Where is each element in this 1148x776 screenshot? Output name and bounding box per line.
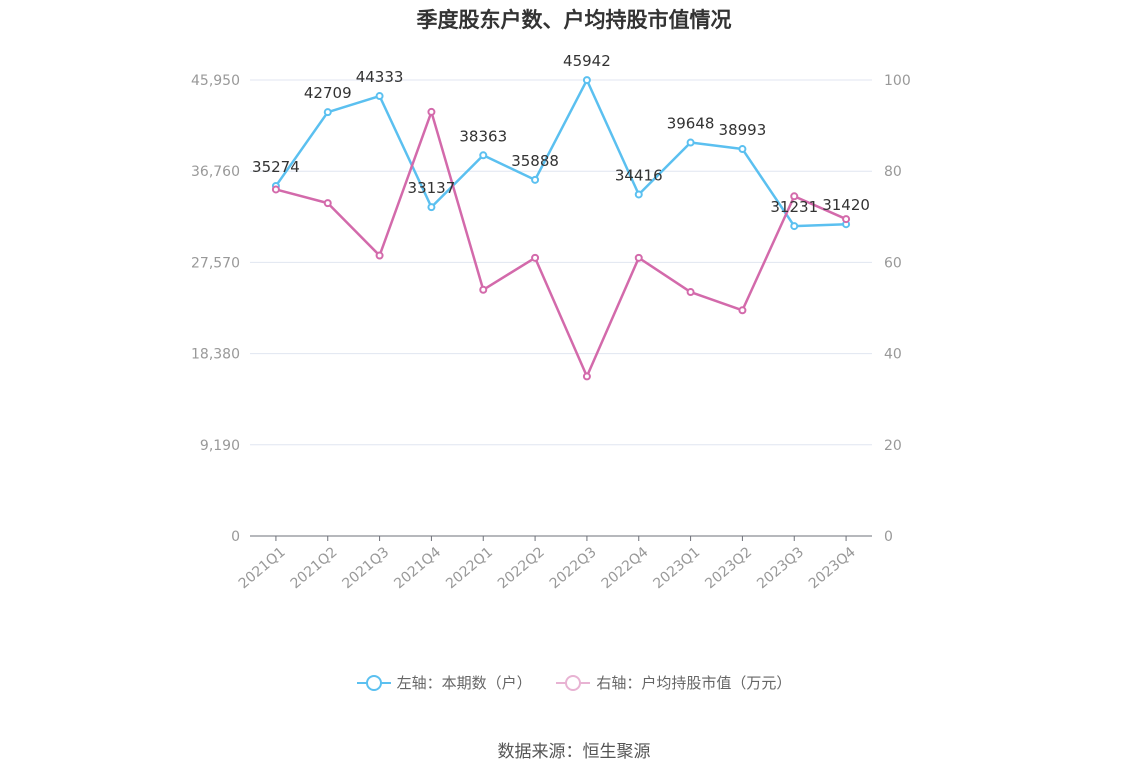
x-tick-label: 2021Q4	[391, 544, 444, 592]
data-point[interactable]	[479, 151, 488, 160]
x-tick-label: 2021Q3	[339, 544, 392, 592]
left-axis-tick-label: 27,570	[191, 255, 240, 271]
left-axis-tick-label: 36,760	[191, 164, 240, 180]
data-point[interactable]	[842, 215, 851, 224]
x-tick-label: 2021Q2	[288, 544, 341, 592]
data-point[interactable]	[582, 76, 591, 85]
data-point[interactable]	[479, 285, 488, 294]
legend-item-households[interactable]: 左轴：本期数（户）	[356, 672, 532, 693]
left-axis-tick-label: 9,190	[200, 438, 240, 454]
data-point[interactable]	[375, 92, 384, 101]
left-axis-tick-label: 45,950	[191, 73, 240, 89]
data-point[interactable]	[323, 108, 332, 117]
data-point[interactable]	[790, 222, 799, 231]
data-label: 31231	[770, 198, 818, 216]
left-axis-tick-label: 0	[231, 529, 240, 545]
left-axis-tick-label: 18,380	[191, 347, 240, 363]
x-tick-label: 2022Q2	[495, 544, 548, 592]
series-lines	[271, 76, 851, 381]
data-point[interactable]	[634, 190, 643, 199]
right-axis-tick-label: 80	[884, 164, 902, 180]
legend: 左轴：本期数（户） 右轴：户均持股市值（万元）	[0, 672, 1148, 696]
grid-lines	[250, 79, 872, 446]
x-tick-label: 2022Q3	[547, 544, 600, 592]
right-axis-tick-label: 20	[884, 438, 902, 454]
data-label: 33137	[408, 179, 456, 197]
data-point[interactable]	[531, 175, 540, 184]
legend-label: 左轴：本期数（户）	[396, 674, 532, 692]
data-point[interactable]	[686, 138, 695, 147]
data-label: 35274	[252, 158, 300, 176]
data-label: 31420	[822, 196, 870, 214]
legend-item-avg-value[interactable]: 右轴：户均持股市值（万元）	[556, 672, 791, 693]
chart-title: 季度股东户数、户均持股市值情况	[416, 8, 732, 32]
data-point[interactable]	[375, 251, 384, 260]
source-note: 数据来源：恒生聚源	[497, 742, 651, 762]
data-point[interactable]	[634, 253, 643, 262]
legend-label: 右轴：户均持股市值（万元）	[596, 674, 792, 692]
data-point[interactable]	[427, 203, 436, 212]
data-label: 39648	[667, 115, 715, 133]
right-axis-tick-label: 60	[884, 255, 902, 271]
data-label: 34416	[615, 166, 663, 184]
right-axis-tick-label: 40	[884, 347, 902, 363]
x-tick-label: 2021Q1	[236, 544, 289, 592]
data-label: 45942	[563, 52, 611, 70]
data-point[interactable]	[738, 145, 747, 154]
right-axis-tick-label: 100	[884, 73, 911, 89]
x-tick-label: 2022Q4	[599, 544, 652, 592]
x-tick-label: 2023Q3	[754, 544, 807, 592]
data-point[interactable]	[790, 192, 799, 201]
x-tick-label: 2023Q2	[702, 544, 755, 592]
data-label: 35888	[511, 152, 559, 170]
data-point[interactable]	[738, 306, 747, 315]
data-point[interactable]	[427, 107, 436, 116]
x-tick-label: 2023Q1	[650, 544, 703, 592]
data-label: 42709	[304, 84, 352, 102]
data-point[interactable]	[323, 199, 332, 208]
x-tick-label: 2022Q1	[443, 544, 496, 592]
legend-line-icon	[356, 674, 391, 692]
series-line-2	[275, 110, 847, 378]
data-point[interactable]	[686, 288, 695, 297]
data-label: 44333	[356, 68, 404, 86]
data-point[interactable]	[271, 185, 280, 194]
series-line-1	[274, 78, 847, 228]
x-tick-label: 2023Q4	[806, 544, 859, 592]
data-label: 38363	[459, 127, 507, 145]
data-point[interactable]	[582, 372, 591, 381]
data-label: 38993	[719, 121, 767, 139]
right-axis-tick-label: 0	[884, 529, 893, 545]
data-point[interactable]	[531, 253, 540, 262]
legend-line-icon	[556, 674, 591, 692]
